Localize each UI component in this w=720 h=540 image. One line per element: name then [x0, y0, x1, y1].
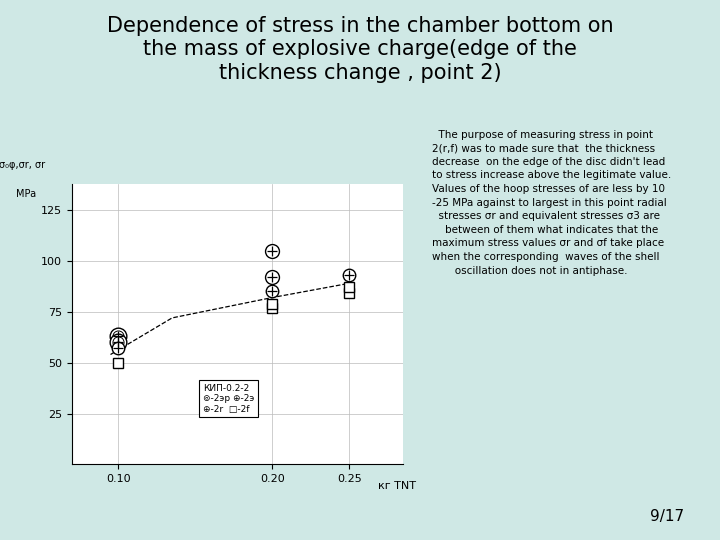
Text: The purpose of measuring stress in point
2(r,f) was to made sure that  the thick: The purpose of measuring stress in point…: [432, 130, 671, 275]
Text: 9/17: 9/17: [650, 509, 684, 524]
Text: Dependence of stress in the chamber bottom on
the mass of explosive charge(edge : Dependence of stress in the chamber bott…: [107, 16, 613, 83]
Text: кг TNT: кг TNT: [379, 481, 416, 491]
Text: КИП-0.2-2
⊚-2эp ⊕-2э
⊕-2r  □-2f: КИП-0.2-2 ⊚-2эp ⊕-2э ⊕-2r □-2f: [203, 384, 254, 414]
Text: σ₀φ,σr, σr: σ₀φ,σr, σr: [0, 159, 45, 170]
Text: MPa: MPa: [16, 189, 36, 199]
